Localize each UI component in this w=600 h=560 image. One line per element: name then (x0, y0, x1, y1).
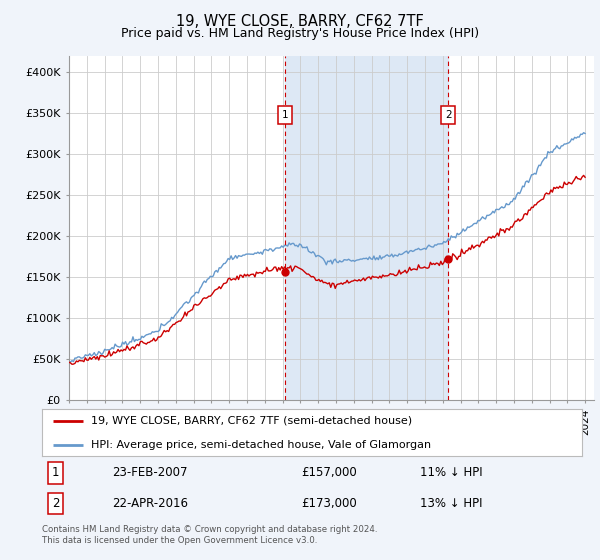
Text: £157,000: £157,000 (301, 466, 357, 479)
Text: 11% ↓ HPI: 11% ↓ HPI (420, 466, 482, 479)
Text: 23-FEB-2007: 23-FEB-2007 (112, 466, 188, 479)
Text: £173,000: £173,000 (301, 497, 357, 510)
Text: 1: 1 (282, 110, 289, 120)
Text: 2: 2 (445, 110, 452, 120)
Text: Price paid vs. HM Land Registry's House Price Index (HPI): Price paid vs. HM Land Registry's House … (121, 27, 479, 40)
Text: Contains HM Land Registry data © Crown copyright and database right 2024.
This d: Contains HM Land Registry data © Crown c… (42, 525, 377, 545)
Text: 22-APR-2016: 22-APR-2016 (112, 497, 188, 510)
Text: 19, WYE CLOSE, BARRY, CF62 7TF (semi-detached house): 19, WYE CLOSE, BARRY, CF62 7TF (semi-det… (91, 416, 412, 426)
Text: 19, WYE CLOSE, BARRY, CF62 7TF: 19, WYE CLOSE, BARRY, CF62 7TF (176, 14, 424, 29)
Text: HPI: Average price, semi-detached house, Vale of Glamorgan: HPI: Average price, semi-detached house,… (91, 440, 431, 450)
Bar (285, 56, 448, 400)
Text: 1: 1 (52, 466, 59, 479)
Text: 2: 2 (52, 497, 59, 510)
Text: 13% ↓ HPI: 13% ↓ HPI (420, 497, 482, 510)
